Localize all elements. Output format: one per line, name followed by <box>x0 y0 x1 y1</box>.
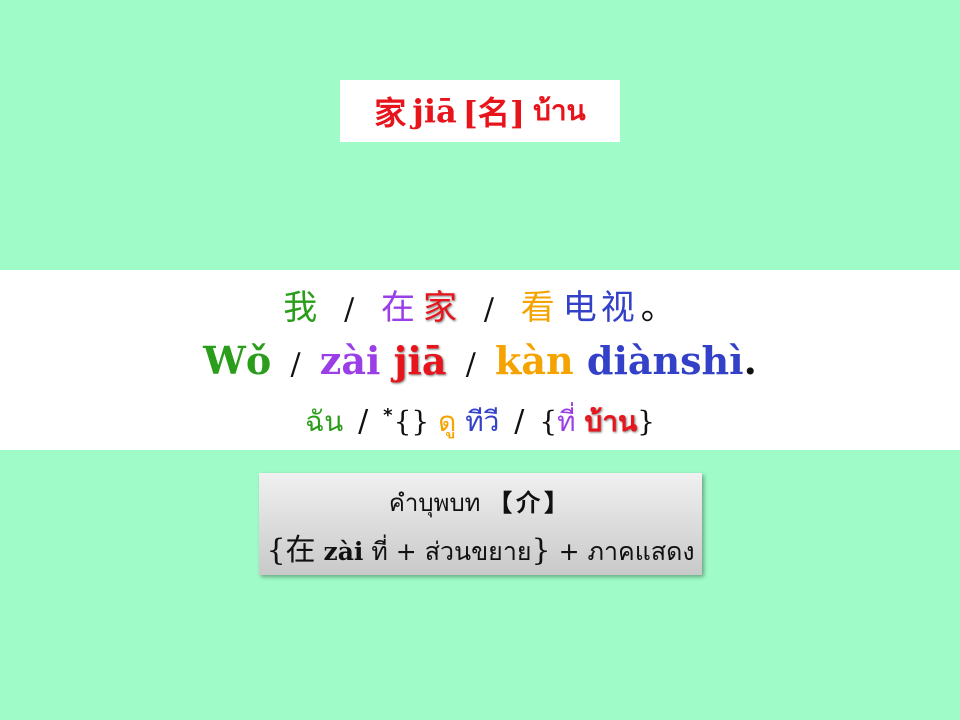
pinyin-object: diànshì <box>586 338 744 383</box>
grammar-rule-box: คำบุพบท 【介】 {在 zài ที่ + ส่วนขยาย} + ภาค… <box>259 473 702 575</box>
thai-target-word: บ้าน <box>584 405 638 438</box>
sentence-hanzi: 我 / 在家 / 看电视。 <box>0 280 960 329</box>
sentence-thai: ฉัน / *{} ดู ทีวี / {ที่ บ้าน} <box>0 400 960 444</box>
rule-label: 介 <box>516 488 545 517</box>
pinyin-target-word: jiā <box>393 338 447 383</box>
separator: / <box>465 347 476 382</box>
sentence-pinyin: Wǒ / zài jiā / kàn diànshì. <box>0 338 960 383</box>
hanzi-verb: 看 <box>520 288 559 328</box>
thai-object: ทีวี <box>465 405 500 438</box>
thai-star-marker: * <box>383 404 393 426</box>
hanzi-object: 电视 <box>562 288 639 328</box>
pinyin-preposition: zài <box>319 338 381 383</box>
thai-empty-brace: {} <box>393 405 430 438</box>
rule-hanzi: 在 <box>285 533 316 568</box>
example-band <box>0 270 960 450</box>
hanzi-period: 。 <box>640 288 679 328</box>
pinyin-period: . <box>743 338 757 383</box>
rule-formula: {在 zài ที่ + ส่วนขยาย} + ภาคแสดง <box>259 525 702 572</box>
thai-brace-open: { <box>539 405 558 438</box>
rule-predicate: ภาคแสดง <box>587 537 695 566</box>
rule-thai-preposition: ที่ <box>371 537 388 566</box>
rule-complement: ส่วนขยาย <box>424 537 532 566</box>
title-hanzi: 家 <box>374 94 407 132</box>
title-part-of-speech: [名] <box>462 94 526 132</box>
separator: / <box>344 292 359 327</box>
separator: / <box>514 404 525 439</box>
rule-pinyin: zài <box>323 537 364 566</box>
pinyin-verb: kàn <box>495 338 574 383</box>
thai-preposition: ที่ <box>557 405 576 438</box>
title-box: 家 jiā [名] บ้าน <box>340 80 620 142</box>
rule-brace-close: } <box>531 533 551 568</box>
rule-title: คำบุพบท 【介】 <box>259 483 702 522</box>
thai-subject: ฉัน <box>305 405 344 438</box>
pinyin-subject: Wǒ <box>203 338 272 383</box>
rule-plus: + <box>395 537 417 566</box>
hanzi-subject: 我 <box>283 288 322 328</box>
thai-brace-close: } <box>637 405 655 438</box>
hanzi-preposition: 在 <box>381 288 419 328</box>
rule-plus: + <box>558 537 580 566</box>
thai-verb: ดู <box>438 405 457 438</box>
title-thai: บ้าน <box>533 94 586 127</box>
separator: / <box>358 404 369 439</box>
separator: / <box>483 292 498 327</box>
hanzi-target-word: 家 <box>423 288 461 328</box>
rule-bracket-close: 】 <box>544 488 573 517</box>
rule-title-thai: คำบุพบท <box>388 489 481 517</box>
title-pinyin: jiā <box>412 92 457 130</box>
rule-brace-open: { <box>266 533 286 568</box>
rule-bracket-open: 【 <box>488 488 517 517</box>
separator: / <box>290 347 301 382</box>
